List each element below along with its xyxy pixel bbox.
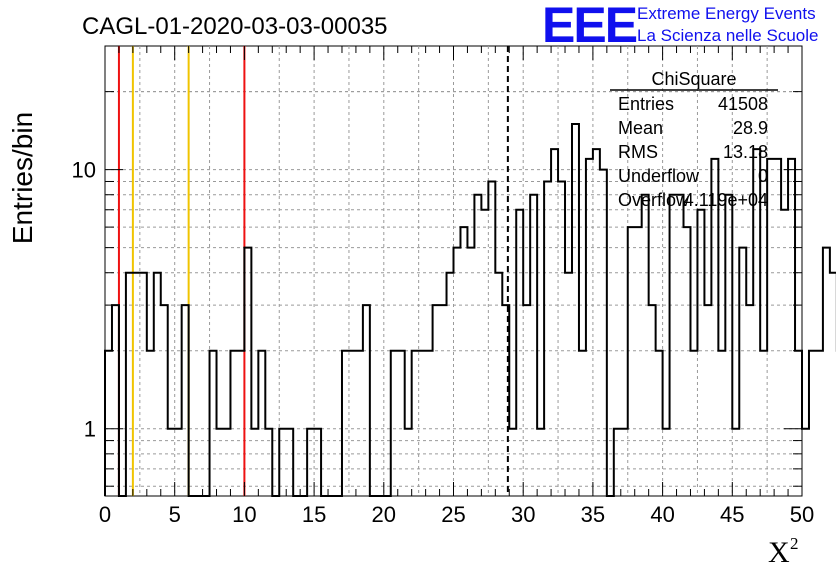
logo-line1: Extreme Energy Events <box>637 4 816 23</box>
stats-box: ChiSquare Entries 41508 Mean 28.9 RMS 13.18 Un… <box>610 69 778 210</box>
x-tick-labels: 0 5 10 15 20 25 30 35 40 45 50 <box>99 502 814 527</box>
stats-rows: Entries 41508 Mean 28.9 RMS 13.18 Underflow 0 Ov… <box>618 94 768 210</box>
x-tick-label: 50 <box>790 502 814 527</box>
stats-title: ChiSquare <box>651 69 736 89</box>
stats-label: RMS <box>618 142 658 162</box>
x-tick-label: 5 <box>169 502 181 527</box>
eee-logo: EEE Extreme Energy Events La Scienza nel… <box>542 0 818 53</box>
x-axis-title-sup: 2 <box>790 534 799 553</box>
histogram-outline <box>104 122 836 497</box>
x-tick-label: 10 <box>232 502 256 527</box>
x-axis-title: X 2 <box>768 534 799 569</box>
stats-label: Entries <box>618 94 674 114</box>
axis-ticks <box>104 45 803 496</box>
stats-value: 4.119e+04 <box>684 190 768 210</box>
x-tick-label: 20 <box>372 502 396 527</box>
stats-value: 13.18 <box>723 142 768 162</box>
x-tick-label: 0 <box>99 502 111 527</box>
y-axis-title: Entries/bin <box>7 112 38 244</box>
stats-value: 0 <box>758 166 768 186</box>
x-tick-label: 30 <box>511 502 535 527</box>
x-axis-title-main: X <box>768 536 790 569</box>
x-tick-label: 45 <box>720 502 744 527</box>
y-tick-labels: 1 10 <box>72 158 96 442</box>
x-tick-label: 25 <box>441 502 465 527</box>
x-tick-label: 35 <box>581 502 605 527</box>
stats-label: Overflow <box>618 190 690 210</box>
histogram-bars <box>104 122 836 497</box>
logo-line2: La Scienza nelle Scuole <box>637 26 818 45</box>
y-tick-label: 10 <box>72 158 96 183</box>
stats-value: 28.9 <box>733 118 768 138</box>
chart-title: CAGL-01-2020-03-03-00035 <box>82 13 388 40</box>
stats-label: Mean <box>618 118 663 138</box>
y-tick-label: 1 <box>84 417 96 442</box>
stats-value: 41508 <box>718 94 768 114</box>
logo-mark: EEE <box>542 0 637 53</box>
x-tick-label: 40 <box>650 502 674 527</box>
stats-label: Underflow <box>618 166 700 186</box>
x-tick-label: 15 <box>302 502 326 527</box>
